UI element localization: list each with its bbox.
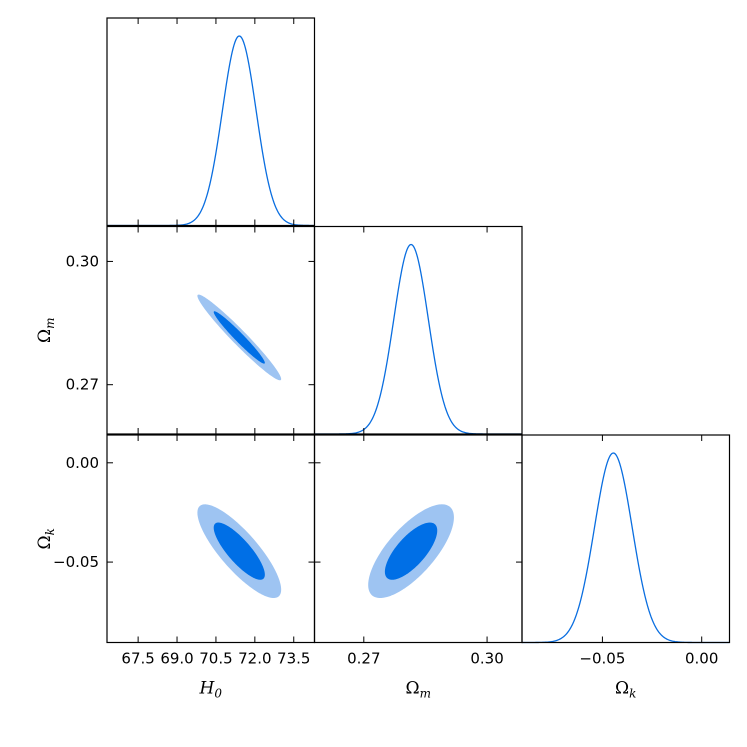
marginal-panel-1: [313, 225, 523, 435]
y-axis-label-2: Ωk: [35, 528, 57, 549]
x-tick-label-0-4: 73.5: [277, 650, 310, 668]
contour-68-1: [213, 522, 265, 580]
contour-frame-0: [106, 225, 316, 435]
y-axis-label-1: Ωm: [35, 318, 57, 344]
contour-68-0: [213, 311, 265, 364]
contour-panel-2: [313, 434, 523, 644]
marginal-curve-1: [314, 243, 522, 435]
x-axis-label-2: Ωk: [615, 679, 636, 701]
contour-frame-2: [313, 434, 523, 644]
y-tick-label-2-1: 0.00: [66, 454, 99, 472]
marginal-panel-2: [521, 434, 731, 644]
contour-area-2: [368, 504, 454, 599]
x-tick-label-0-3: 72.0: [238, 650, 271, 668]
marginal-frame-2: [521, 434, 731, 644]
labels-layer: 67.5 69.0 70.5 72.0 73.5 0.27 0.30 −0.05 0.00 0.2…: [35, 252, 718, 700]
contour-area-0: [197, 294, 282, 381]
x-tick-label-2-1: 0.00: [685, 650, 718, 668]
x-axis-label-0: H0: [199, 679, 223, 701]
contour-68-2: [384, 522, 438, 580]
contour-panel-1: [106, 434, 316, 644]
x-tick-label-1-0: 0.27: [347, 650, 380, 668]
marginal-curve-2: [522, 452, 730, 644]
y-tick-label-2-0: −0.05: [53, 553, 99, 571]
x-tick-label-0-0: 67.5: [121, 650, 154, 668]
x-tick-label-2-0: −0.05: [579, 650, 625, 668]
y-tick-label-1-0: 0.27: [66, 376, 99, 394]
marginal-curve-0: [107, 35, 315, 227]
contour-panel-0: [106, 225, 316, 435]
x-tick-label-0-1: 69.0: [160, 650, 193, 668]
x-tick-label-0-2: 70.5: [199, 650, 232, 668]
contour-area-1: [197, 504, 282, 599]
x-tick-label-1-1: 0.30: [470, 650, 503, 668]
marginal-panel-0: [106, 17, 316, 227]
y-tick-label-1-1: 0.30: [66, 252, 99, 270]
marginal-frame-0: [106, 17, 316, 227]
x-axis-label-1: Ωm: [406, 679, 432, 701]
panels-layer: [106, 17, 731, 644]
